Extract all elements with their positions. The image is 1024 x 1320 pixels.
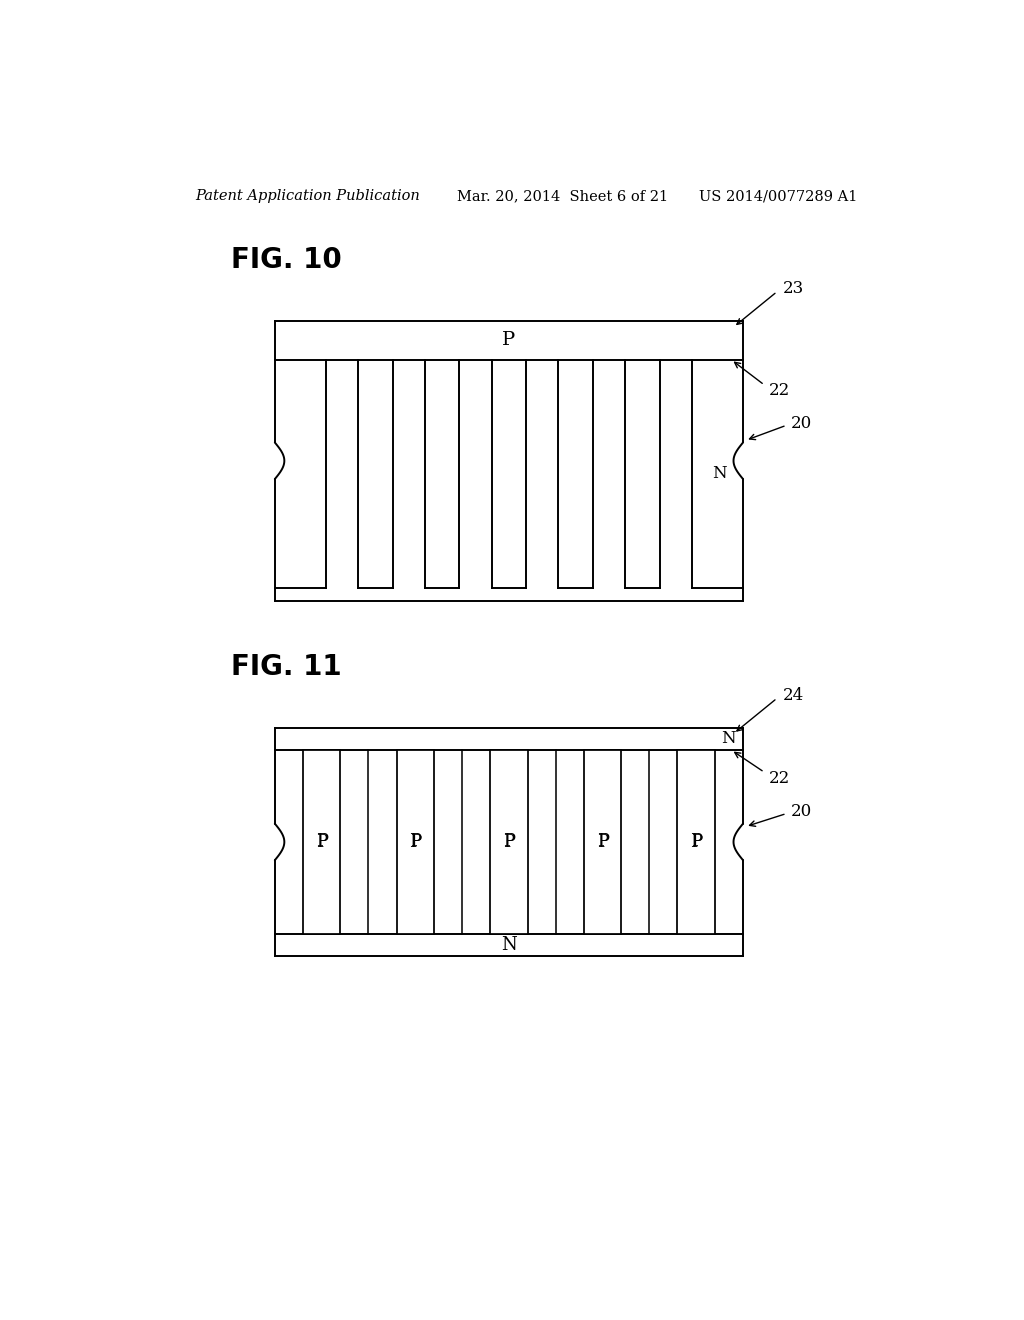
Text: N: N xyxy=(722,730,736,747)
Text: P: P xyxy=(316,833,328,850)
Text: P: P xyxy=(503,833,515,851)
Text: Patent Application Publication: Patent Application Publication xyxy=(196,189,420,203)
Text: P: P xyxy=(410,833,421,851)
Text: Mar. 20, 2014  Sheet 6 of 21: Mar. 20, 2014 Sheet 6 of 21 xyxy=(458,189,669,203)
Text: N: N xyxy=(501,936,517,954)
Text: 20: 20 xyxy=(791,414,812,432)
Text: P: P xyxy=(410,833,421,850)
Text: P: P xyxy=(690,833,702,851)
Text: P: P xyxy=(597,833,608,850)
Text: 22: 22 xyxy=(769,770,791,787)
Bar xyxy=(396,750,434,935)
Text: 23: 23 xyxy=(782,280,804,297)
Text: 24: 24 xyxy=(782,686,804,704)
Text: P: P xyxy=(503,331,515,350)
Text: FIG. 10: FIG. 10 xyxy=(231,246,342,275)
Bar xyxy=(678,750,715,935)
Text: P: P xyxy=(504,833,514,850)
Text: FIG. 11: FIG. 11 xyxy=(231,652,342,681)
Text: US 2014/0077289 A1: US 2014/0077289 A1 xyxy=(699,189,858,203)
Text: P: P xyxy=(690,833,701,850)
Text: P: P xyxy=(315,833,328,851)
Bar xyxy=(584,750,622,935)
Text: P: P xyxy=(597,833,608,851)
Text: 20: 20 xyxy=(791,803,812,820)
Text: N: N xyxy=(713,466,727,483)
Bar xyxy=(303,750,340,935)
Bar xyxy=(490,750,527,935)
Text: 22: 22 xyxy=(769,381,791,399)
